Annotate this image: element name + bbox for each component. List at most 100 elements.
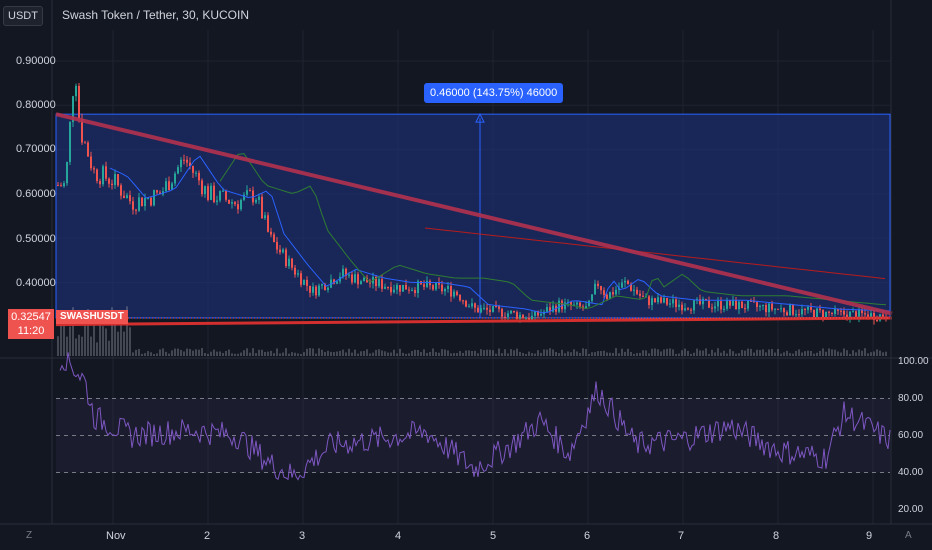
- candle-body: [105, 166, 107, 179]
- volume-bar: [642, 350, 644, 356]
- candle-body: [156, 190, 158, 193]
- candle-body: [387, 286, 389, 288]
- candle-countdown: 11:20: [17, 325, 45, 337]
- candle-body: [72, 96, 74, 122]
- candle-body: [114, 174, 116, 185]
- volume-bar: [99, 320, 101, 356]
- volume-bar: [411, 351, 413, 356]
- candle-body: [666, 297, 668, 305]
- volume-bar: [597, 351, 599, 356]
- volume-bar: [855, 352, 857, 356]
- candle-body: [207, 186, 209, 200]
- volume-bar: [831, 349, 833, 356]
- volume-bar: [381, 350, 383, 356]
- candle-body: [513, 310, 515, 313]
- volume-bar: [405, 353, 407, 356]
- candle-body: [369, 282, 371, 284]
- currency-badge[interactable]: USDT: [3, 6, 43, 26]
- volume-bar: [204, 352, 206, 356]
- volume-bar: [735, 353, 737, 356]
- time-axis-label: 4: [395, 530, 402, 542]
- candle-body: [294, 267, 296, 275]
- volume-bar: [432, 348, 434, 356]
- candle-body: [81, 119, 83, 143]
- volume-bar: [663, 349, 665, 356]
- candle-body: [447, 286, 449, 290]
- trendline-lower-support[interactable]: [55, 316, 893, 327]
- volume-bar: [798, 349, 800, 356]
- candle-body: [501, 308, 503, 317]
- candle-body: [135, 209, 137, 211]
- volume-bar: [516, 348, 518, 356]
- trendline-upper-resistance[interactable]: [55, 112, 893, 316]
- candle-body: [456, 291, 458, 295]
- volume-bar: [255, 353, 257, 356]
- volume-bar: [489, 349, 491, 356]
- candle-body: [873, 313, 875, 321]
- volume-bar: [426, 352, 428, 356]
- measure-label[interactable]: 0.46000 (143.75%) 46000: [424, 83, 564, 103]
- candle-body: [477, 307, 479, 313]
- volume-bar: [429, 351, 431, 356]
- candle-body: [816, 308, 818, 318]
- volume-bar: [561, 349, 563, 356]
- volume-bar: [243, 350, 245, 356]
- volume-bar: [666, 348, 668, 356]
- candle-body: [108, 178, 110, 184]
- symbol-title[interactable]: Swash Token / Tether, 30, KUCOIN: [62, 8, 249, 22]
- volume-bar: [420, 352, 422, 356]
- volume-bar: [237, 353, 239, 356]
- candle-body: [657, 297, 659, 303]
- volume-bar: [459, 351, 461, 356]
- candle-body: [312, 286, 314, 293]
- candle-body: [345, 268, 347, 276]
- timezone-button[interactable]: Z: [26, 530, 33, 541]
- volume-bar: [669, 348, 671, 356]
- volume-bar: [123, 331, 125, 356]
- volume-bar: [357, 353, 359, 356]
- candle-body: [795, 314, 797, 316]
- candle-body: [216, 200, 218, 203]
- candle-body: [99, 180, 101, 185]
- candle-body: [252, 190, 254, 203]
- candle-body: [408, 289, 410, 291]
- candle-body: [519, 314, 521, 319]
- candle-body: [177, 167, 179, 174]
- candle-body: [435, 282, 437, 290]
- volume-bar: [684, 348, 686, 356]
- volume-bar: [711, 349, 713, 356]
- volume-bar: [399, 348, 401, 356]
- volume-bar: [528, 351, 530, 356]
- volume-bar: [108, 340, 110, 356]
- candle-body: [183, 159, 185, 161]
- volume-bar: [549, 348, 551, 356]
- candle-body: [711, 307, 713, 309]
- volume-bar: [126, 306, 128, 356]
- candle-body: [651, 298, 653, 306]
- time-axis-label: 9: [866, 530, 873, 542]
- volume-bar: [396, 353, 398, 356]
- volume-bar: [636, 353, 638, 356]
- time-axis-label: 3: [299, 530, 306, 542]
- volume-bar: [732, 351, 734, 356]
- volume-bar: [171, 350, 173, 356]
- candle-body: [213, 185, 215, 203]
- candle-body: [675, 299, 677, 307]
- candle-body: [381, 279, 383, 289]
- candle-body: [414, 290, 416, 294]
- volume-bar: [552, 349, 554, 356]
- volume-bar: [180, 349, 182, 356]
- volume-bar: [351, 352, 353, 356]
- volume-bar: [510, 349, 512, 356]
- volume-bar: [102, 326, 104, 356]
- candle-body: [129, 195, 131, 202]
- volume-bar: [819, 350, 821, 356]
- candle-body: [636, 289, 638, 294]
- candle-body: [168, 181, 170, 191]
- volume-bar: [876, 349, 878, 356]
- candle-body: [684, 308, 686, 311]
- candle-body: [492, 305, 494, 313]
- candle-body: [579, 302, 581, 307]
- auto-scale-button[interactable]: A: [905, 530, 912, 541]
